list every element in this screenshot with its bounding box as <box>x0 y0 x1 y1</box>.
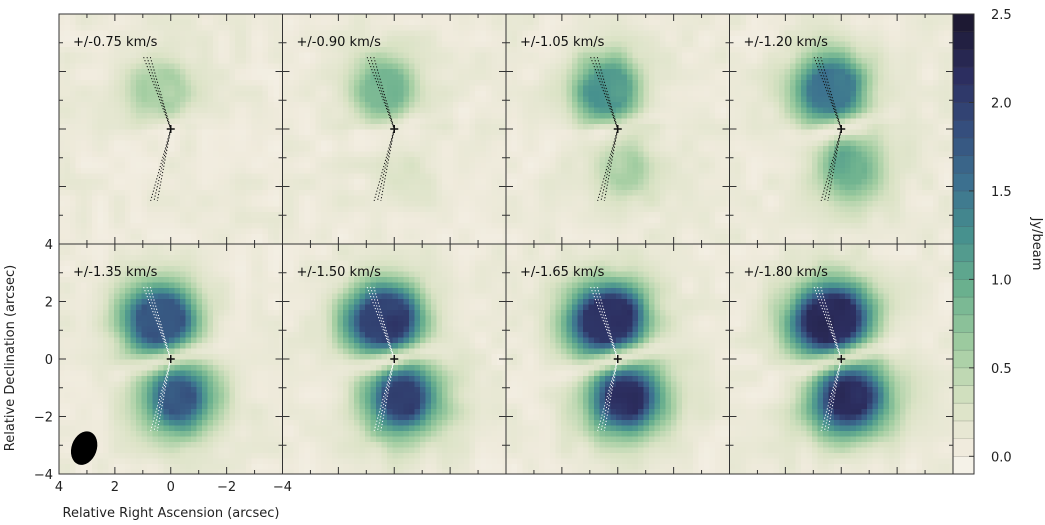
colorbar-segment <box>953 350 974 369</box>
panel-velocity-label: +/-1.80 km/s <box>744 265 829 280</box>
colorbar: 2.5 2.0 1.5 1.0 0.5 0.0 Jy/beam <box>952 8 1044 475</box>
colorbar-segment <box>953 31 974 50</box>
colorbar-segment <box>953 208 974 227</box>
intensity-map <box>282 244 506 474</box>
colorbar-tick-label: 2.0 <box>991 96 1012 111</box>
panel-velocity-label: +/-1.50 km/s <box>297 265 382 280</box>
panel-velocity-label: +/-1.65 km/s <box>520 265 605 280</box>
colorbar-segment <box>953 420 974 440</box>
colorbar-segment <box>953 261 974 280</box>
colorbar-segment <box>953 49 974 68</box>
panels-group: +/-0.75 km/s +/-0.90 km/s +/-1.05 km/s +/-1… <box>58 13 954 475</box>
colorbar-segment <box>953 438 974 457</box>
y-tick-label: 4 <box>45 238 53 253</box>
colorbar-segment <box>953 385 974 404</box>
y-tick-label: 2 <box>45 296 53 311</box>
colorbar-segment <box>953 84 974 103</box>
panel-ticks <box>729 13 954 245</box>
disc-axis-line <box>370 56 395 201</box>
disc-axis-line <box>370 286 395 431</box>
panel-velocity-label: +/-0.75 km/s <box>73 35 158 50</box>
colorbar-segment <box>953 14 974 33</box>
panel-ticks <box>505 243 730 475</box>
colorbar-segment <box>953 173 974 192</box>
colorbar-segment <box>953 137 974 157</box>
panel-velocity-label: +/-1.35 km/s <box>73 265 158 280</box>
y-tick-label: 0 <box>45 353 53 368</box>
center-cross <box>613 125 622 133</box>
panel-ticks <box>282 243 507 475</box>
colorbar-segment <box>953 190 974 210</box>
axes-text-group: Relative Right Ascension (arcsec) Relati… <box>3 238 292 521</box>
colorbar-segment <box>953 279 974 298</box>
disc-axis-line <box>146 56 172 201</box>
center-cross <box>390 355 399 363</box>
colorbar-segment <box>953 403 974 422</box>
channel-panel: +/-1.50 km/s <box>282 243 507 475</box>
y-tick-label: −4 <box>34 468 53 483</box>
channel-panel: +/-1.20 km/s <box>729 13 954 245</box>
channel-panel: +/-1.05 km/s <box>505 13 730 245</box>
intensity-map <box>506 14 730 244</box>
intensity-map <box>729 14 953 244</box>
panel-velocity-label: +/-0.90 km/s <box>297 35 382 50</box>
y-tick-label: −2 <box>34 411 53 426</box>
x-tick-label: 4 <box>55 480 63 495</box>
colorbar-segment <box>953 314 974 333</box>
channel-panel: +/-0.90 km/s <box>282 13 507 245</box>
disc-axis-line <box>817 286 842 431</box>
center-cross <box>166 125 175 133</box>
center-cross <box>837 355 846 363</box>
y-axis-label: Relative Declination (arcsec) <box>3 265 18 451</box>
colorbar-segment <box>953 297 974 316</box>
intensity-map <box>729 244 953 474</box>
colorbar-tick-label: 1.0 <box>991 273 1012 288</box>
colorbar-tick-label: 2.5 <box>991 8 1012 23</box>
colorbar-segment <box>953 226 974 245</box>
colorbar-segment <box>953 120 974 139</box>
panel-ticks <box>729 243 954 475</box>
intensity-map <box>282 14 506 244</box>
channel-panel: +/-1.35 km/s <box>58 243 283 475</box>
colorbar-frame <box>952 13 975 475</box>
center-cross <box>837 125 846 133</box>
colorbar-segment <box>953 367 974 387</box>
x-tick-label: 2 <box>111 480 119 495</box>
channel-panel: +/-1.65 km/s <box>505 243 730 475</box>
beam-ellipse <box>70 431 98 465</box>
disc-axis-line <box>593 56 619 201</box>
panel-velocity-label: +/-1.05 km/s <box>520 35 605 50</box>
disc-axis-line <box>593 286 619 431</box>
colorbar-segment <box>953 102 974 121</box>
center-cross <box>613 355 622 363</box>
intensity-map <box>59 14 283 244</box>
panel-ticks <box>58 13 283 245</box>
channel-panel: +/-1.80 km/s <box>729 243 954 475</box>
x-tick-label: −2 <box>217 480 236 495</box>
colorbar-segment <box>953 456 974 475</box>
colorbar-segment <box>953 155 974 174</box>
center-cross <box>390 125 399 133</box>
intensity-map <box>506 244 730 474</box>
disc-axis-line <box>146 286 172 431</box>
colorbar-segment <box>953 244 974 263</box>
intensity-map <box>59 244 283 474</box>
colorbar-label: Jy/beam <box>1029 217 1044 271</box>
colorbar-segment <box>953 67 974 86</box>
colorbar-tick-label: 0.5 <box>991 362 1012 377</box>
disc-axis-line <box>817 56 842 201</box>
colorbar-segment <box>953 332 974 351</box>
x-tick-label: 0 <box>167 480 175 495</box>
x-tick-label: −4 <box>273 480 292 495</box>
channel-panel: +/-0.75 km/s <box>58 13 283 245</box>
colorbar-tick-label: 1.5 <box>991 185 1012 200</box>
colorbar-tick-label: 0.0 <box>991 450 1012 465</box>
center-cross <box>166 355 175 363</box>
x-axis-label: Relative Right Ascension (arcsec) <box>63 506 280 521</box>
panel-velocity-label: +/-1.20 km/s <box>744 35 829 50</box>
